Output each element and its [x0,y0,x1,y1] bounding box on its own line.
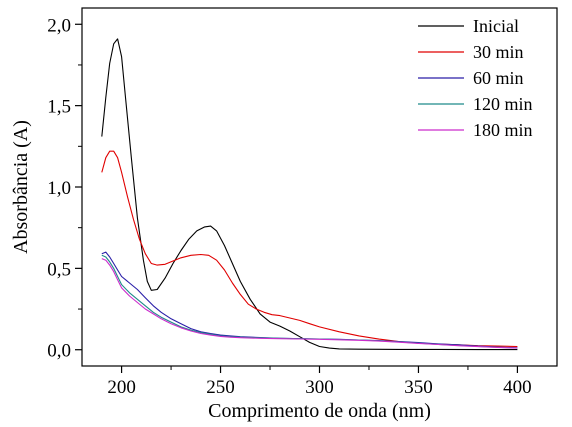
series-line [101,38,518,351]
legend-label: 60 min [473,68,524,88]
series-line [101,254,518,349]
y-tick-label: 0,0 [47,341,71,362]
x-tick-label: 250 [206,377,235,398]
y-axis-ticks: 0,0 0,5 1,0 1,5 2,0 [47,15,82,362]
x-tick-label: 350 [404,377,433,398]
x-axis-ticks: 200 250 300 350 400 [107,366,532,398]
legend: Inicial 30 min 60 min 120 min 180 min [418,16,533,140]
y-axis-title: Absorbância (A) [10,120,32,254]
x-axis-title: Comprimento de onda (nm) [208,400,431,422]
series-layer [101,38,518,351]
y-tick-label: 1,5 [47,97,71,118]
y-tick-label: 1,0 [47,178,71,199]
legend-label: 30 min [473,42,524,62]
x-tick-label: 300 [305,377,334,398]
series-line [101,258,518,349]
legend-label: Inicial [473,16,519,36]
series-line [101,251,518,349]
y-tick-label: 2,0 [47,15,71,36]
legend-label: 180 min [473,120,533,140]
y-tick-label: 0,5 [47,259,71,280]
legend-label: 120 min [473,94,533,114]
x-tick-label: 200 [107,377,136,398]
series-line [101,150,518,348]
x-tick-label: 400 [503,377,532,398]
